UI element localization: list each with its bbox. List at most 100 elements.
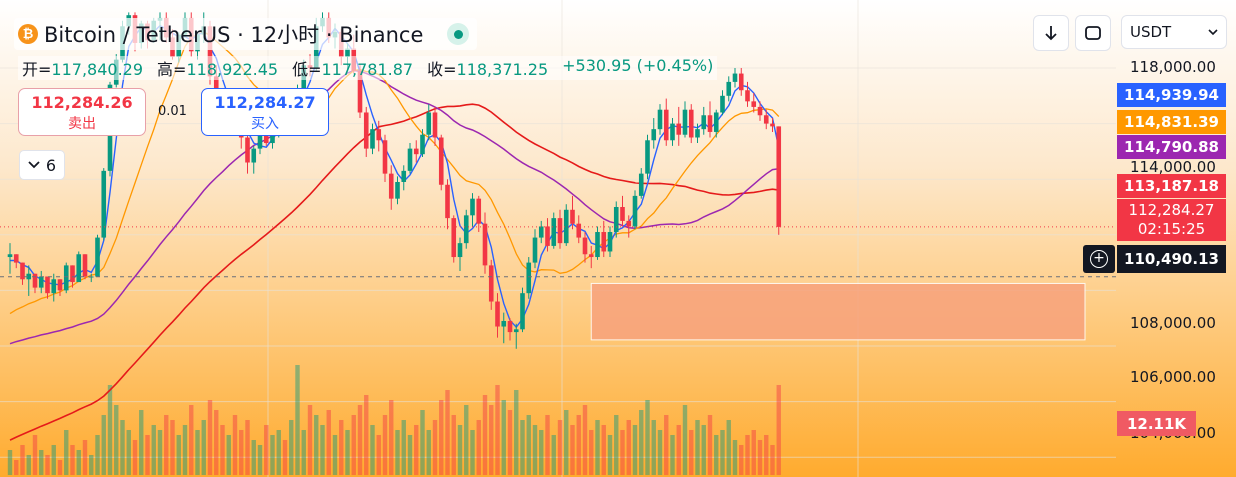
bitcoin-icon: ₿ xyxy=(18,24,38,44)
volume-bar xyxy=(314,415,319,475)
last-price-tag: 112,284.27 02:15:25 xyxy=(1117,199,1226,241)
volume-bar xyxy=(101,415,106,475)
candle-body xyxy=(401,170,407,182)
volume-bar xyxy=(132,440,138,475)
candle-body xyxy=(626,220,632,227)
ohlc-legend: 开=117,840.29 高=118,922.45 低=117,781.87 收… xyxy=(18,56,718,80)
candle-body xyxy=(601,232,607,252)
volume-bar xyxy=(276,430,281,475)
chevron-down-icon xyxy=(28,161,40,169)
volume-bar xyxy=(389,400,394,475)
volume-bar xyxy=(720,430,725,475)
volume-bar xyxy=(232,415,238,475)
volume-bar xyxy=(270,435,275,475)
buy-button[interactable]: 112,284.27 买入 xyxy=(201,88,329,136)
candle-body xyxy=(7,254,13,258)
price-axis-label: 118,000.00 xyxy=(1130,58,1216,76)
candle-body xyxy=(595,232,600,258)
candle-body xyxy=(720,95,725,113)
candle-body xyxy=(551,218,557,246)
volume-bar xyxy=(257,445,263,475)
candle-body xyxy=(532,237,538,263)
volume-bar xyxy=(70,445,75,475)
volume-bar xyxy=(345,430,350,475)
candle-body xyxy=(745,90,750,102)
candle-body xyxy=(95,237,100,277)
candle-body xyxy=(638,173,644,196)
volume-bar xyxy=(682,405,688,475)
volume-bar xyxy=(351,415,356,475)
ma-blue-price-tag: 114,939.94 xyxy=(1117,83,1226,107)
candle-body xyxy=(526,262,532,294)
candle-body xyxy=(495,301,500,327)
volume-bar xyxy=(457,425,463,475)
fullscreen-button[interactable] xyxy=(1075,15,1111,51)
ohlc-change: +530.95 (+0.45%) xyxy=(562,56,714,75)
volume-bar xyxy=(382,415,388,475)
volume-bar xyxy=(770,445,775,475)
candle-body xyxy=(207,26,213,77)
volume-bar xyxy=(726,420,731,475)
candle-body xyxy=(701,115,707,130)
candle-body xyxy=(101,170,107,238)
volume-bar xyxy=(482,395,488,475)
candle-body xyxy=(363,112,369,149)
volume-bar xyxy=(764,435,769,475)
plus-circle-icon: + xyxy=(1090,250,1108,268)
volume-bar xyxy=(207,400,213,475)
volume-bar xyxy=(651,420,656,475)
sell-button[interactable]: 112,284.26 卖出 xyxy=(18,88,146,136)
candle-body xyxy=(676,123,682,135)
volume-bar xyxy=(220,425,225,475)
volume-bar xyxy=(520,420,525,475)
volume-bar xyxy=(289,420,294,475)
candle-body xyxy=(738,73,744,91)
symbol-header[interactable]: ₿ Bitcoin / TetherUS · 12小时 · Binance xyxy=(14,18,478,50)
add-alert-button[interactable]: + xyxy=(1083,245,1115,273)
candle-body xyxy=(688,109,694,138)
ohlc-close: 收=118,371.25 xyxy=(427,60,549,79)
volume-bar xyxy=(514,390,519,475)
currency-select[interactable]: USDT xyxy=(1121,15,1227,49)
fullscreen-icon xyxy=(1085,26,1101,40)
volume-bar xyxy=(195,430,200,475)
volume-bar xyxy=(564,410,569,475)
candle-body xyxy=(263,134,269,144)
volume-bar xyxy=(407,435,413,475)
zone-box xyxy=(590,282,1086,341)
arrow-down-icon xyxy=(1045,26,1057,41)
volume-bar xyxy=(89,455,94,475)
candle-body xyxy=(582,237,588,255)
candle-body xyxy=(538,226,544,238)
candle-body xyxy=(557,218,563,244)
volume-bar xyxy=(157,430,163,475)
candle-body xyxy=(270,129,275,144)
ohlc-open: 开=117,840.29 xyxy=(22,60,144,79)
candle-body xyxy=(82,254,88,277)
candle-body xyxy=(513,329,519,333)
candle-body xyxy=(382,140,388,174)
buy-label: 买入 xyxy=(251,116,279,132)
symbol-title: Bitcoin / TetherUS · 12小时 · Binance xyxy=(44,23,424,47)
volume-bar xyxy=(245,420,250,475)
candle-body xyxy=(501,320,507,327)
ohlc-low: 低=117,781.87 xyxy=(292,60,414,79)
volume-bar xyxy=(614,415,619,475)
candle-body xyxy=(57,279,63,291)
volume-bar xyxy=(326,410,331,475)
volume-bar xyxy=(507,410,513,475)
candle-body xyxy=(488,265,494,302)
candle-body xyxy=(70,265,75,283)
volume-bars xyxy=(7,365,781,475)
candle-body xyxy=(13,254,19,263)
spread-value: 0.01 xyxy=(158,104,187,119)
candle-body xyxy=(726,81,732,96)
volume-bar xyxy=(420,410,425,475)
indicators-toggle-button[interactable]: 6 xyxy=(19,150,65,180)
candle-body xyxy=(713,112,719,132)
download-button[interactable] xyxy=(1033,15,1069,51)
candle-body xyxy=(695,129,700,138)
candle-body xyxy=(245,137,250,163)
volume-bar xyxy=(82,440,88,475)
